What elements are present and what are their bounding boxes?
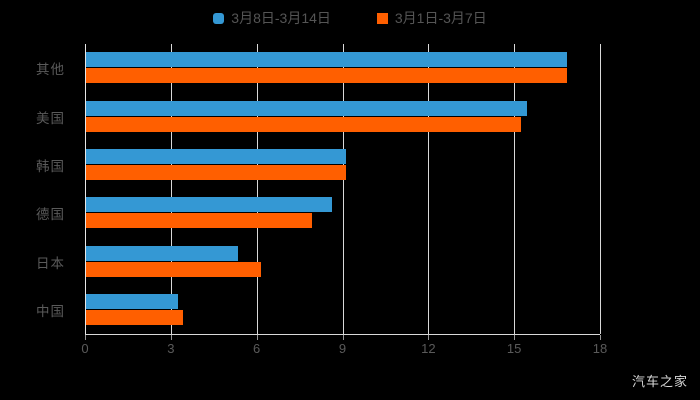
legend-label: 3月8日-3月14日 — [231, 10, 331, 26]
gridline-x-18 — [600, 44, 601, 334]
x-tick-9 — [342, 335, 344, 340]
bar-series-1-category-4[interactable] — [86, 261, 261, 277]
bar-series-0-category-0[interactable] — [86, 52, 567, 68]
bar-series-0-category-4[interactable] — [86, 245, 238, 261]
gridline-x-15 — [514, 44, 516, 334]
x-tick-0 — [85, 335, 86, 340]
chart-legend: 3月8日-3月14日 3月1日-3月7日 — [0, 6, 700, 30]
legend-label: 3月1日-3月7日 — [394, 10, 487, 26]
x-axis-line — [85, 334, 600, 335]
x-tick-label: 12 — [421, 341, 436, 356]
x-tick-label: 0 — [81, 341, 89, 356]
x-tick-label: 6 — [253, 341, 261, 356]
x-tick-18 — [600, 335, 601, 340]
gridline-x-3 — [170, 44, 172, 334]
bar-group-3 — [86, 197, 601, 229]
x-axis-labels: 0 3 6 9 12 15 18 — [81, 335, 607, 359]
y-axis-label-5: 中国 — [36, 303, 65, 319]
x-tick-label: 15 — [506, 341, 522, 356]
gridline-x-12 — [428, 44, 430, 334]
y-axis-label-1: 美国 — [36, 110, 65, 126]
x-tick-15 — [514, 335, 516, 340]
plot-area — [85, 44, 601, 335]
bar-group-0 — [86, 52, 601, 84]
x-tick-12 — [428, 335, 430, 340]
x-tick-3 — [170, 335, 172, 340]
bar-group-5 — [86, 293, 601, 326]
legend-item-1[interactable]: 3月1日-3月7日 — [376, 10, 487, 26]
bar-group-1 — [86, 100, 601, 133]
gridline-x-6 — [256, 44, 258, 334]
x-tick-label: 9 — [338, 341, 347, 356]
bar-series-1-category-5[interactable] — [86, 309, 184, 325]
y-axis-line — [85, 44, 86, 334]
y-axis-labels: 其他美国韩国德国日本中国 — [0, 44, 74, 334]
bar-series-1-category-2[interactable] — [86, 164, 347, 180]
x-tick-label: 3 — [167, 341, 175, 356]
x-tick-label: 18 — [592, 341, 608, 356]
legend-item-0[interactable]: 3月8日-3月14日 — [213, 11, 331, 25]
watermark: 汽车之家 — [631, 374, 688, 389]
round-square-marker-icon — [213, 12, 225, 24]
bar-series-0-category-3[interactable] — [86, 197, 333, 213]
bar-series-1-category-3[interactable] — [86, 213, 313, 229]
gridline-x-9 — [342, 44, 344, 334]
bar-series-1-category-0[interactable] — [86, 68, 567, 84]
y-axis-label-4: 日本 — [36, 255, 65, 271]
bar-series-0-category-2[interactable] — [86, 148, 347, 164]
bar-series-0-category-5[interactable] — [86, 293, 178, 309]
bar-group-2 — [86, 148, 601, 181]
y-axis-label-3: 德国 — [36, 207, 65, 223]
y-axis-label-2: 韩国 — [36, 158, 65, 174]
y-axis-label-0: 其他 — [36, 62, 65, 78]
bar-series-0-category-1[interactable] — [86, 100, 527, 116]
bar-series-1-category-1[interactable] — [86, 116, 521, 132]
x-tick-6 — [256, 335, 258, 340]
bar-group-4 — [86, 245, 601, 278]
square-marker-icon — [376, 12, 388, 24]
